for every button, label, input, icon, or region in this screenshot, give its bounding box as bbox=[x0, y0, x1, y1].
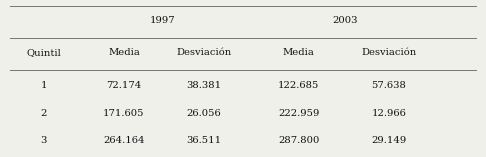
Text: 26.056: 26.056 bbox=[187, 108, 222, 118]
Text: 3: 3 bbox=[40, 136, 47, 145]
Text: 1: 1 bbox=[40, 81, 47, 90]
Text: 171.605: 171.605 bbox=[103, 108, 145, 118]
Text: 1997: 1997 bbox=[150, 16, 175, 25]
Text: 72.174: 72.174 bbox=[106, 81, 141, 90]
Text: Quintil: Quintil bbox=[26, 48, 61, 57]
Text: 12.966: 12.966 bbox=[371, 108, 406, 118]
Text: 29.149: 29.149 bbox=[371, 136, 406, 145]
Text: 264.164: 264.164 bbox=[103, 136, 145, 145]
Text: 122.685: 122.685 bbox=[278, 81, 320, 90]
Text: Desviación: Desviación bbox=[361, 48, 417, 57]
Text: 57.638: 57.638 bbox=[371, 81, 406, 90]
Text: Media: Media bbox=[283, 48, 315, 57]
Text: Media: Media bbox=[108, 48, 140, 57]
Text: 2003: 2003 bbox=[332, 16, 358, 25]
Text: 287.800: 287.800 bbox=[278, 136, 320, 145]
Text: Desviación: Desviación bbox=[176, 48, 232, 57]
Text: 38.381: 38.381 bbox=[187, 81, 222, 90]
Text: 2: 2 bbox=[40, 108, 47, 118]
Text: 36.511: 36.511 bbox=[187, 136, 222, 145]
Text: 222.959: 222.959 bbox=[278, 108, 320, 118]
